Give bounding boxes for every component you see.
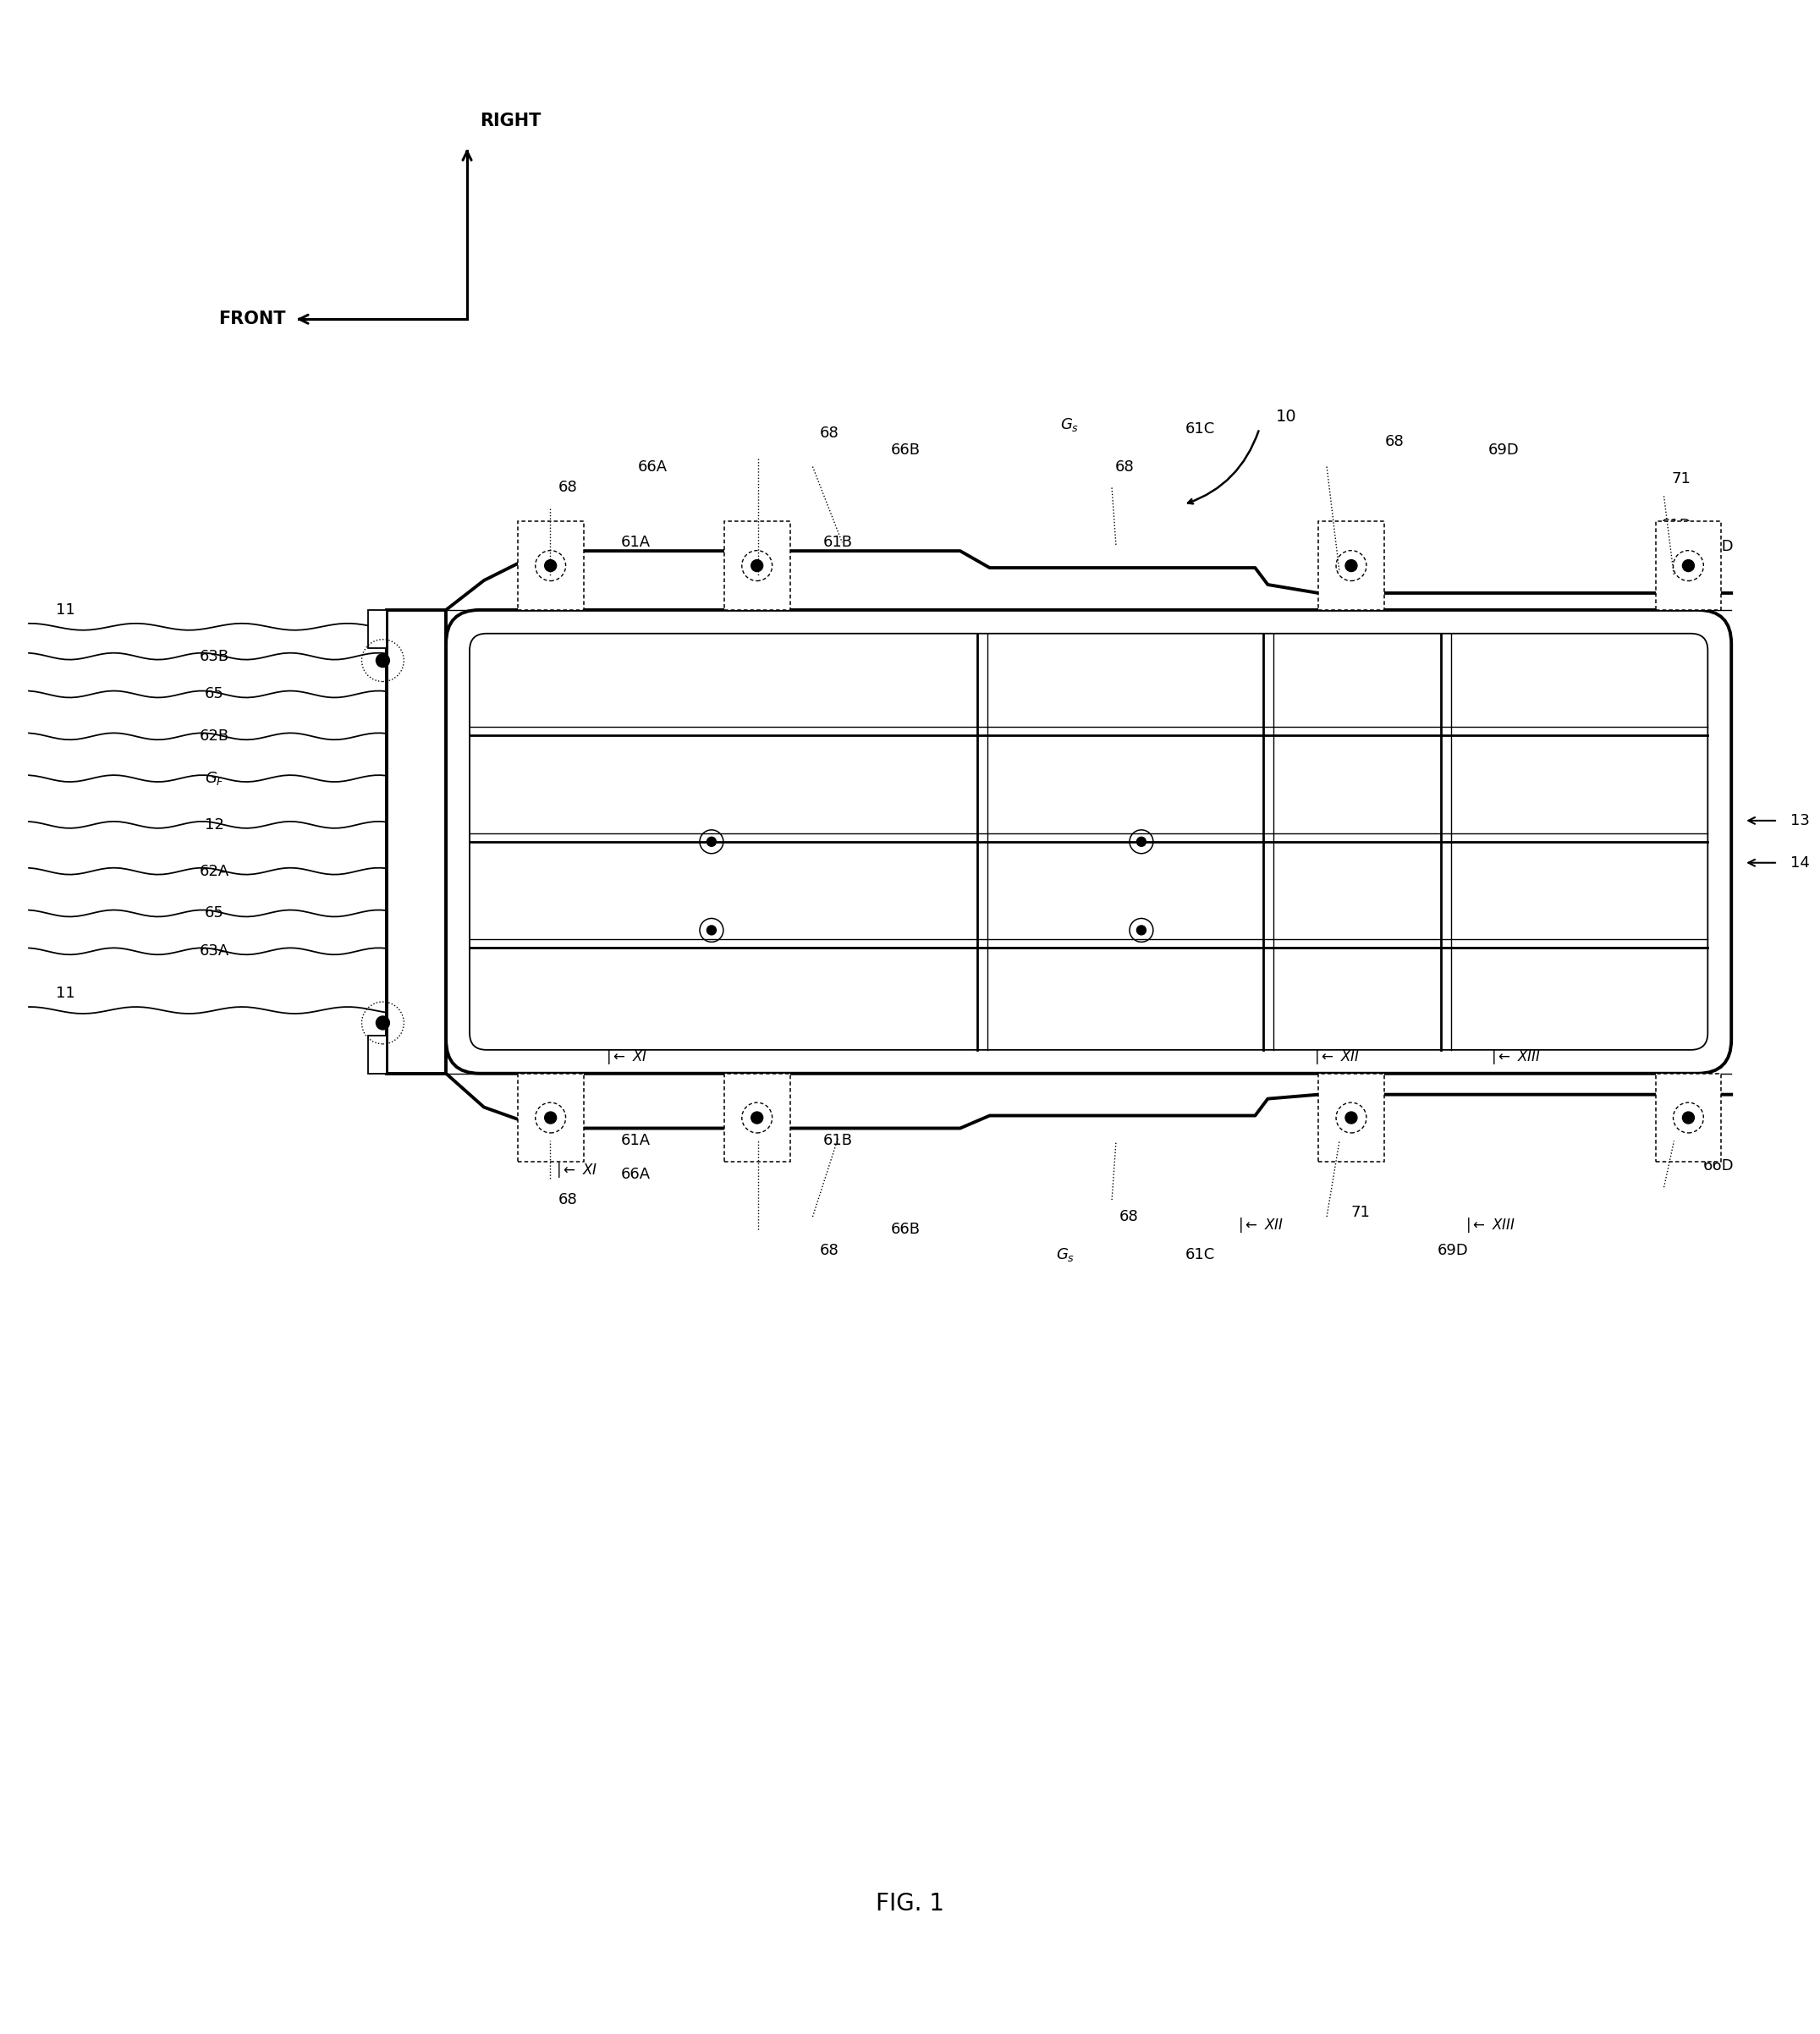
Text: 68: 68 [1119,1208,1138,1224]
Circle shape [752,559,763,572]
Text: $G_s$: $G_s$ [1056,1247,1076,1263]
Text: 66B: 66B [890,1222,921,1237]
Text: 68: 68 [559,480,579,496]
Text: 10: 10 [1276,409,1298,425]
Text: FIG. 1: FIG. 1 [875,1892,945,1916]
Bar [1318,521,1383,610]
Bar [368,610,388,649]
Text: 65: 65 [204,905,224,921]
Text: $|\leftarrow$ $\mathit{XI}$: $|\leftarrow$ $\mathit{XI}$ [555,1161,597,1180]
Text: 66D: 66D [1704,539,1734,555]
Text: 62B: 62B [200,728,229,744]
Text: $|\leftarrow$ $\mathit{XI}$: $|\leftarrow$ $\mathit{XI}$ [606,1048,648,1066]
Text: 12: 12 [204,818,224,832]
Circle shape [706,925,715,936]
Text: 68: 68 [819,425,839,441]
Text: $|\leftarrow$ $\mathit{XII}$: $|\leftarrow$ $\mathit{XII}$ [1238,1216,1283,1235]
Text: 66B: 66B [890,441,921,458]
Text: $G_F$: $G_F$ [204,771,224,787]
Text: 69D: 69D [1489,441,1520,458]
Text: $|\leftarrow$ $\mathit{XIII}$: $|\leftarrow$ $\mathit{XIII}$ [1465,1216,1516,1235]
Text: 61D: 61D [1662,519,1693,533]
Text: FRONT: FRONT [218,311,286,327]
Text: 11: 11 [56,602,75,618]
Text: 65: 65 [204,687,224,702]
Text: 68: 68 [819,1243,839,1259]
Text: 66A: 66A [637,460,668,474]
Text: 61B: 61B [823,1133,854,1149]
FancyBboxPatch shape [470,633,1707,1050]
Text: 61A: 61A [621,1133,650,1149]
Text: 68: 68 [1116,460,1134,474]
Text: 63A: 63A [200,944,229,958]
Text: 71: 71 [1671,472,1691,486]
Text: $|\leftarrow$ $\mathit{XII}$: $|\leftarrow$ $\mathit{XII}$ [1314,1048,1360,1066]
Text: 66A: 66A [621,1168,650,1182]
Text: 61D: 61D [1662,1137,1693,1153]
Bar [724,521,790,610]
Circle shape [377,653,389,667]
Circle shape [544,1113,557,1123]
Bar [1656,1074,1722,1161]
Circle shape [544,559,557,572]
Circle shape [706,838,715,846]
Text: $|\leftarrow$ $\mathit{XIII}$: $|\leftarrow$ $\mathit{XIII}$ [1491,1048,1542,1066]
Text: 68: 68 [559,1192,579,1208]
Text: 61B: 61B [823,535,854,549]
Circle shape [1138,838,1147,846]
Text: RIGHT: RIGHT [480,112,541,130]
Bar [368,1035,388,1074]
Text: 61C: 61C [1185,1247,1216,1263]
Text: 66C: 66C [1345,539,1376,555]
Circle shape [1682,1113,1694,1123]
FancyBboxPatch shape [446,610,1731,1074]
Circle shape [1345,1113,1358,1123]
Text: 63B: 63B [200,649,229,663]
Bar [517,1074,584,1161]
Text: 66D: 66D [1704,1159,1734,1174]
Text: 61C: 61C [1185,421,1216,437]
Text: 62A: 62A [200,864,229,879]
Text: 66C: 66C [1345,1137,1376,1153]
Text: 14: 14 [1791,854,1809,871]
Bar [724,1074,790,1161]
Bar [1318,1074,1383,1161]
Text: 11: 11 [56,986,75,1001]
Circle shape [377,1017,389,1029]
Text: 61A: 61A [621,535,650,549]
Circle shape [752,1113,763,1123]
Bar [388,610,446,1074]
Circle shape [1682,559,1694,572]
Bar [517,521,584,610]
Bar [1656,521,1722,610]
Text: 71: 71 [1350,1204,1370,1220]
Text: $G_s$: $G_s$ [1061,417,1079,433]
Circle shape [1345,559,1358,572]
Circle shape [1138,925,1147,936]
Text: 68: 68 [1385,433,1403,450]
Text: 69D: 69D [1438,1243,1469,1259]
Text: 13: 13 [1791,814,1809,828]
